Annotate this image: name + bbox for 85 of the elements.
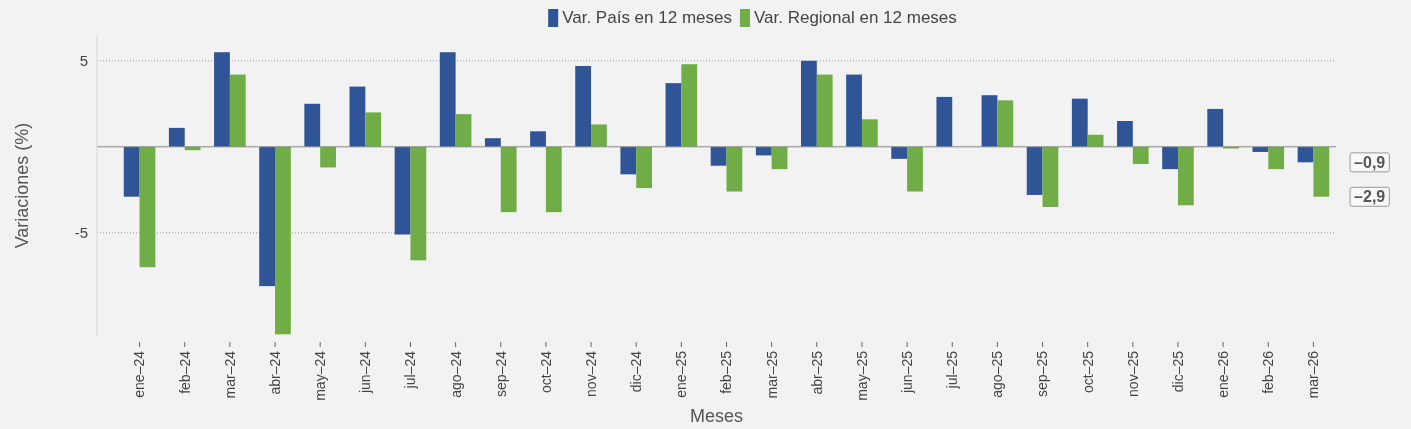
bar <box>636 146 653 189</box>
bar <box>1297 146 1314 163</box>
x-tick-label: dic–24 <box>628 350 645 393</box>
bar <box>1162 146 1178 170</box>
bar <box>710 146 727 166</box>
y-axis-title: Variaciones (%) <box>12 122 32 249</box>
bar <box>484 138 501 147</box>
x-tick-label: may–25 <box>853 350 870 401</box>
annotation: –0,9 <box>1354 153 1386 171</box>
bar <box>771 146 788 170</box>
bar <box>1252 146 1269 152</box>
bar <box>439 52 456 147</box>
legend-label: Var. País en 12 meses <box>562 8 732 27</box>
bar <box>1207 108 1224 147</box>
bar <box>861 119 878 147</box>
bar <box>891 146 908 159</box>
bar <box>1177 146 1194 206</box>
bar <box>530 131 546 147</box>
bar <box>936 96 953 147</box>
x-tick-label: jul–25 <box>944 350 961 390</box>
bar <box>394 146 411 235</box>
bar <box>1117 121 1133 147</box>
bar <box>123 146 140 197</box>
bar <box>545 146 562 213</box>
y-tick-label: -5 <box>74 224 88 242</box>
x-tick-label: jul–24 <box>402 350 419 390</box>
x-tick-label: mar–25 <box>763 350 780 399</box>
x-tick-label: nov–24 <box>582 350 599 397</box>
bar <box>168 127 185 147</box>
x-tick-label: may–24 <box>312 350 329 401</box>
bar <box>665 83 682 147</box>
bar <box>997 100 1014 147</box>
bar <box>591 124 607 147</box>
x-axis-title: Meses <box>689 406 744 426</box>
x-tick-label: nov–25 <box>1124 350 1141 397</box>
bar <box>620 146 637 175</box>
bar <box>755 146 772 156</box>
bar <box>981 95 998 147</box>
bar <box>1268 146 1285 170</box>
x-tick-label: abr–24 <box>266 350 283 395</box>
bar <box>229 74 246 147</box>
x-tick-label: ene–26 <box>1215 350 1232 398</box>
x-tick-label: feb–24 <box>176 350 193 394</box>
bar <box>681 64 698 147</box>
bar <box>349 86 366 147</box>
bar <box>259 146 276 287</box>
bar <box>816 74 833 147</box>
x-tick-label: abr–25 <box>808 350 825 395</box>
x-tick-label: ene–25 <box>673 350 690 398</box>
x-tick-label: mar–26 <box>1305 350 1322 399</box>
bar <box>410 146 427 261</box>
x-tick-label: dic–25 <box>1169 350 1186 393</box>
x-tick-label: oct–24 <box>537 350 554 394</box>
x-tick-label: sep–25 <box>1034 350 1051 397</box>
bar <box>320 146 336 168</box>
x-tick-label: jun–24 <box>357 350 374 395</box>
bar <box>1042 146 1059 207</box>
bar <box>726 146 743 192</box>
bar <box>800 60 817 147</box>
annotation: –2,9 <box>1354 188 1386 206</box>
bar <box>304 103 321 147</box>
bar <box>907 146 923 192</box>
x-tick-label: jun–25 <box>898 350 915 395</box>
y-tick-label: 5 <box>79 52 88 70</box>
x-tick-label: ago–25 <box>989 350 1006 398</box>
x-tick-label: sep–24 <box>492 350 509 397</box>
bar <box>214 52 230 147</box>
x-tick-label: feb–26 <box>1260 350 1277 394</box>
bar <box>1313 146 1330 197</box>
bar <box>500 146 517 213</box>
bar <box>1071 98 1088 147</box>
bar <box>365 112 382 147</box>
bar <box>455 114 472 147</box>
bar <box>575 65 592 147</box>
bar <box>1132 146 1149 164</box>
bar <box>275 146 291 335</box>
x-tick-label: feb–25 <box>718 350 735 394</box>
legend-label: Var. Regional en 12 meses <box>753 8 957 27</box>
bar <box>846 74 862 147</box>
x-tick-label: ago–24 <box>447 350 464 398</box>
bar <box>139 146 156 268</box>
x-tick-label: oct–25 <box>1079 350 1096 394</box>
x-tick-label: mar–24 <box>221 350 238 399</box>
x-tick-label: ene–24 <box>131 350 148 398</box>
bar <box>1026 146 1043 195</box>
